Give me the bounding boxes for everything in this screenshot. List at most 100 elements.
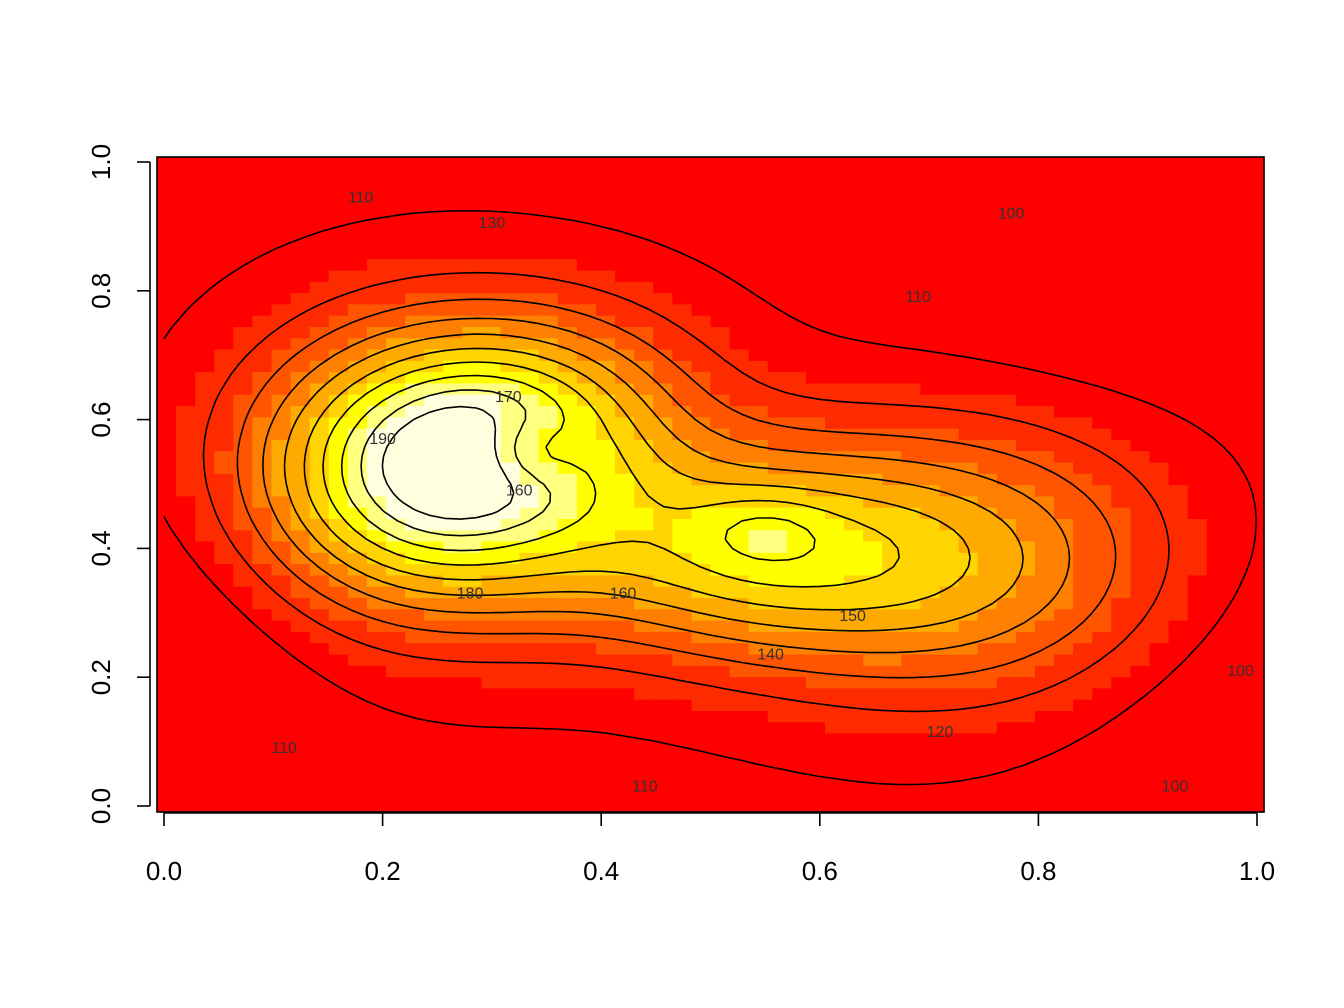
heatmap-cell bbox=[920, 394, 941, 407]
heatmap-cell bbox=[958, 676, 979, 689]
heatmap-cell bbox=[424, 732, 444, 745]
heatmap-cell bbox=[195, 281, 215, 294]
heatmap-cell bbox=[710, 337, 731, 350]
heatmap-cell bbox=[405, 676, 425, 689]
heatmap-cell bbox=[462, 473, 483, 486]
heatmap-cell bbox=[996, 710, 1017, 723]
heatmap-cell bbox=[1130, 371, 1151, 384]
heatmap-cell bbox=[462, 371, 483, 384]
heatmap-cell bbox=[443, 202, 463, 215]
heatmap-cell bbox=[1244, 168, 1265, 181]
heatmap-cell bbox=[595, 168, 616, 181]
heatmap-cell bbox=[996, 179, 1017, 192]
heatmap-cell bbox=[366, 190, 387, 203]
heatmap-cell bbox=[424, 168, 444, 181]
heatmap-cell bbox=[691, 394, 712, 407]
heatmap-cell bbox=[691, 224, 712, 237]
heatmap-cell bbox=[1092, 292, 1112, 305]
heatmap-cell bbox=[901, 484, 922, 497]
heatmap-cell bbox=[748, 224, 769, 237]
heatmap-cell bbox=[920, 292, 941, 305]
heatmap-cell bbox=[462, 269, 483, 282]
heatmap-cell bbox=[1054, 326, 1074, 339]
heatmap-cell bbox=[653, 450, 673, 463]
heatmap-cell bbox=[882, 665, 902, 678]
heatmap-cell bbox=[1111, 620, 1131, 632]
heatmap-cell bbox=[958, 653, 979, 666]
heatmap-cell bbox=[672, 428, 693, 440]
heatmap-cell bbox=[844, 236, 864, 248]
heatmap-cell bbox=[1168, 360, 1189, 373]
heatmap-cell bbox=[653, 507, 673, 519]
heatmap-cell bbox=[481, 744, 502, 757]
heatmap-cell bbox=[786, 608, 807, 621]
heatmap-cell bbox=[977, 269, 998, 282]
heatmap-cell bbox=[748, 213, 769, 226]
heatmap-cell bbox=[786, 687, 807, 700]
heatmap-cell bbox=[328, 653, 349, 666]
heatmap-cell bbox=[1015, 710, 1036, 723]
heatmap-cell bbox=[729, 642, 750, 655]
heatmap-cell bbox=[347, 574, 368, 587]
heatmap-cell bbox=[386, 360, 406, 373]
heatmap-cell bbox=[1187, 157, 1208, 169]
heatmap-cell bbox=[233, 292, 254, 305]
heatmap-cell bbox=[347, 450, 368, 463]
heatmap-cell bbox=[1187, 450, 1208, 463]
heatmap-cell bbox=[1149, 303, 1170, 316]
heatmap-cell bbox=[290, 766, 311, 779]
heatmap-cell bbox=[977, 168, 998, 181]
heatmap-cell bbox=[157, 642, 177, 655]
heatmap-cell bbox=[1130, 597, 1151, 610]
heatmap-cell bbox=[729, 337, 750, 350]
heatmap-cells bbox=[157, 157, 1265, 813]
heatmap-cell bbox=[252, 326, 273, 339]
heatmap-cell bbox=[328, 710, 349, 723]
heatmap-cell bbox=[844, 202, 864, 215]
heatmap-cell bbox=[481, 620, 502, 632]
heatmap-cell bbox=[500, 315, 521, 327]
heatmap-cell bbox=[1130, 495, 1151, 508]
heatmap-cell bbox=[1206, 439, 1227, 452]
heatmap-cell bbox=[1111, 202, 1131, 215]
heatmap-cell bbox=[366, 507, 387, 519]
heatmap-cell bbox=[653, 315, 673, 327]
heatmap-cell bbox=[1206, 653, 1227, 666]
heatmap-cell bbox=[557, 789, 578, 802]
heatmap-cell bbox=[1187, 563, 1208, 576]
heatmap-cell bbox=[557, 710, 578, 723]
heatmap-cell bbox=[1149, 292, 1170, 305]
heatmap-cell bbox=[825, 597, 845, 610]
heatmap-cell bbox=[767, 744, 788, 757]
heatmap-cell bbox=[424, 800, 444, 813]
heatmap-cell bbox=[462, 732, 483, 745]
heatmap-cell bbox=[519, 732, 540, 745]
heatmap-cell bbox=[767, 778, 788, 791]
heatmap-cell bbox=[1149, 405, 1170, 418]
heatmap-cell bbox=[882, 428, 902, 440]
heatmap-cell bbox=[443, 495, 463, 508]
heatmap-cell bbox=[825, 202, 845, 215]
heatmap-cell bbox=[710, 439, 731, 452]
heatmap-cell bbox=[328, 461, 349, 474]
heatmap-cell bbox=[1034, 687, 1055, 700]
heatmap-cell bbox=[1244, 202, 1265, 215]
heatmap-cell bbox=[729, 315, 750, 327]
heatmap-cell bbox=[615, 247, 635, 260]
heatmap-cell bbox=[405, 360, 425, 373]
heatmap-cell bbox=[1111, 687, 1131, 700]
heatmap-cell bbox=[825, 518, 845, 531]
heatmap-cell bbox=[309, 371, 330, 384]
heatmap-cell bbox=[157, 315, 177, 327]
heatmap-cell bbox=[1168, 710, 1189, 723]
heatmap-cell bbox=[653, 744, 673, 757]
heatmap-cell bbox=[1168, 721, 1189, 734]
heatmap-cell bbox=[1015, 608, 1036, 621]
heatmap-cell bbox=[615, 473, 635, 486]
heatmap-cell bbox=[615, 348, 635, 361]
heatmap-cell bbox=[729, 348, 750, 361]
heatmap-cell bbox=[939, 202, 960, 215]
heatmap-cell bbox=[309, 213, 330, 226]
heatmap-cell bbox=[1073, 574, 1093, 587]
heatmap-cell bbox=[729, 665, 750, 678]
